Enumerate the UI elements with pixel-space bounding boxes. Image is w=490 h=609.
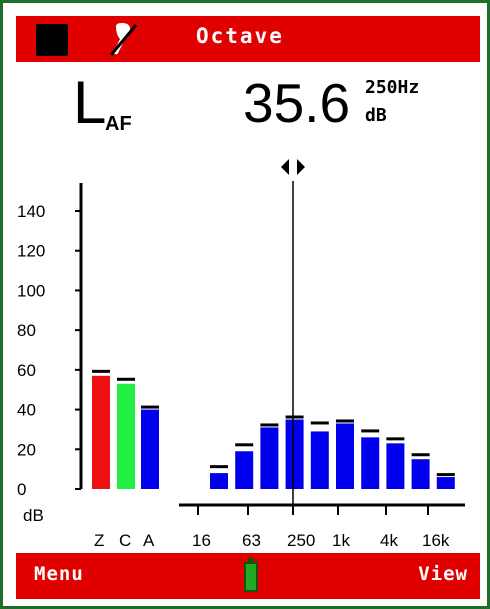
- cursor-left-arrow-icon: [281, 159, 289, 175]
- octave-max-hold: [235, 443, 254, 447]
- broadband-label: C: [119, 531, 131, 550]
- octave-bar: [285, 419, 304, 489]
- y-tick-label: 20: [17, 440, 36, 459]
- octave-max-hold: [436, 473, 455, 477]
- y-tick-label: 40: [17, 401, 36, 420]
- octave-chart: 140 120 100 80 60 40 20 0 dB Z C A 16 63 250 1k 4k 16k: [17, 159, 465, 550]
- cursor-frequency: 250Hz: [365, 77, 420, 98]
- broadband-label: Z: [94, 531, 104, 550]
- broadband-bar-z: [92, 375, 110, 489]
- y-tick-label: 60: [17, 361, 36, 380]
- octave-tick-label: 1k: [332, 531, 350, 550]
- y-tick-label: 100: [17, 281, 45, 300]
- octave-tick-label: 4k: [380, 531, 398, 550]
- octave-bar: [411, 459, 430, 489]
- y-tick-label: 80: [17, 321, 36, 340]
- octave-max-hold: [411, 453, 430, 457]
- octave-bar: [436, 477, 455, 489]
- octave-bar: [260, 427, 279, 489]
- octave-bar: [310, 431, 329, 489]
- octave-tick-label: 63: [242, 531, 261, 550]
- y-axis-label: dB: [23, 506, 44, 525]
- octave-bar: [361, 437, 380, 489]
- battery-cap: [248, 558, 254, 562]
- octave-tick-label: 250: [287, 531, 315, 550]
- parameter-subscript: AF: [105, 113, 132, 135]
- parameter-label: L: [73, 69, 107, 136]
- microphone-off-icon: [109, 23, 138, 56]
- measurement-value: 35.6: [243, 72, 351, 134]
- broadband-max-hold: [141, 405, 159, 409]
- menu-button[interactable]: Menu: [34, 563, 84, 585]
- octave-bar: [386, 443, 405, 489]
- broadband-bar-c: [117, 383, 135, 489]
- soft-key-bar: Menu View: [16, 553, 480, 599]
- octave-max-hold: [361, 429, 380, 433]
- broadband-bar-a: [141, 409, 159, 489]
- measurement-unit: dB: [365, 105, 387, 126]
- octave-max-hold: [260, 423, 279, 427]
- octave-bar: [210, 473, 228, 489]
- y-tick-label: 120: [17, 242, 45, 261]
- title-bar: Octave: [16, 16, 480, 62]
- y-tick-label: 0: [17, 480, 26, 499]
- stop-square-icon[interactable]: [36, 24, 68, 56]
- octave-bar: [235, 451, 254, 489]
- broadband-max-hold: [117, 377, 135, 381]
- broadband-label: A: [143, 531, 155, 550]
- battery-icon: [244, 562, 258, 592]
- page-title: Octave: [196, 24, 284, 48]
- broadband-max-hold: [92, 369, 110, 373]
- cursor-right-arrow-icon: [297, 159, 305, 175]
- octave-max-hold: [386, 437, 405, 441]
- octave-max-hold: [210, 465, 228, 469]
- y-tick-label: 140: [17, 202, 45, 221]
- octave-max-hold: [310, 421, 329, 425]
- octave-bar: [336, 423, 354, 489]
- octave-tick-label: 16k: [422, 531, 450, 550]
- octave-tick-label: 16: [192, 531, 211, 550]
- octave-max-hold: [285, 415, 304, 419]
- octave-max-hold: [336, 419, 354, 423]
- view-button[interactable]: View: [418, 563, 468, 585]
